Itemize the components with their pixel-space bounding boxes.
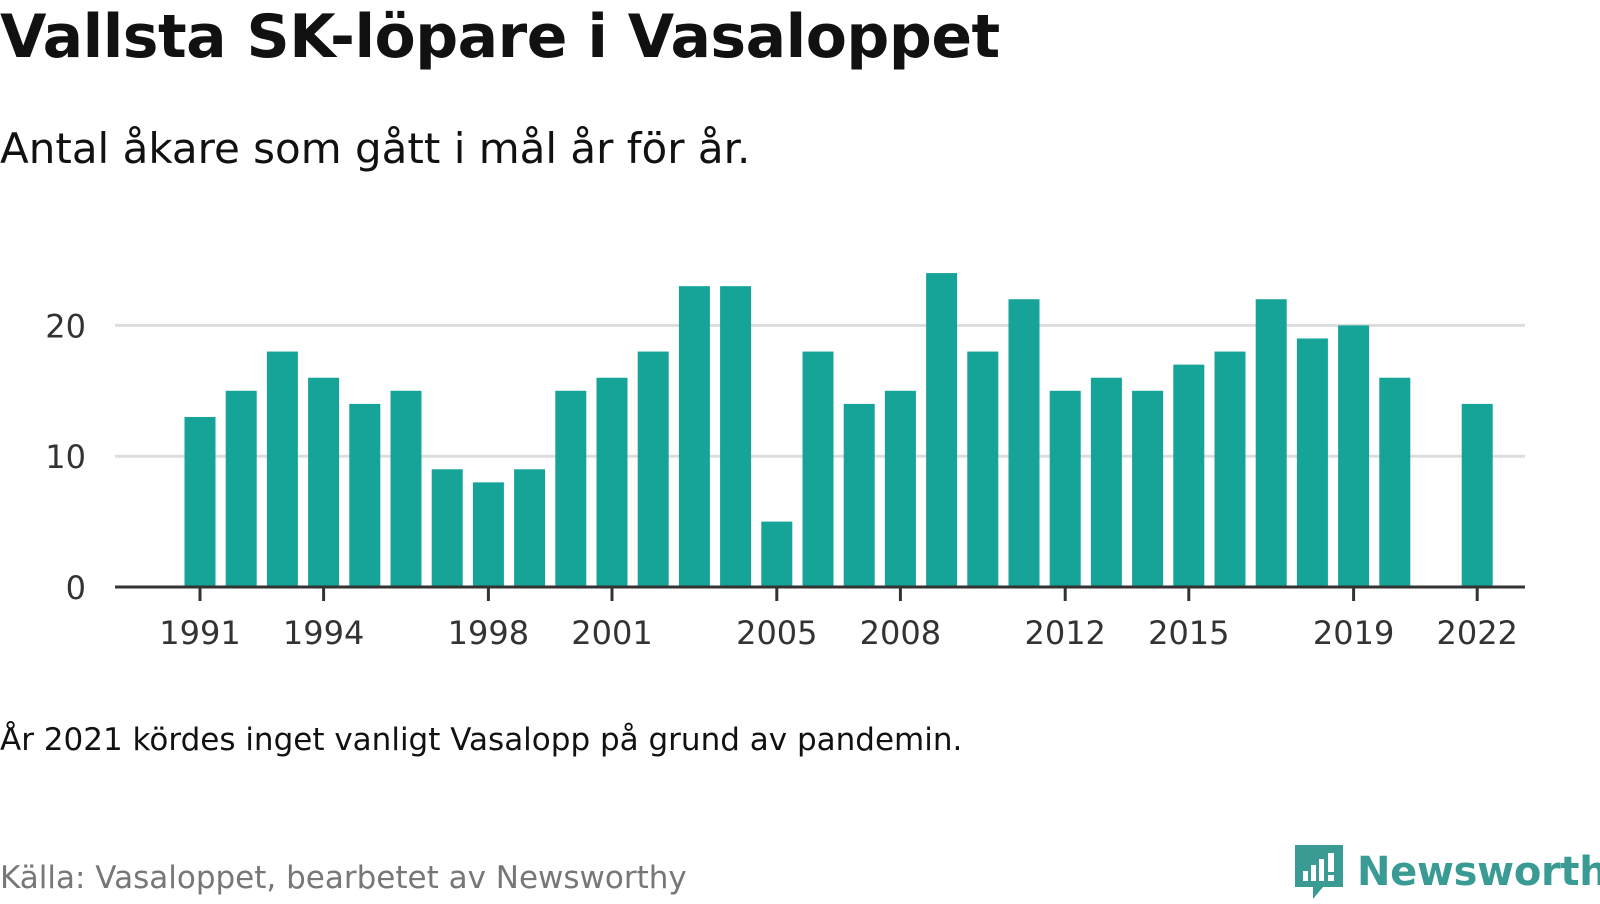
bar-2018 [1296,338,1328,587]
bar-2011 [1008,299,1040,587]
bar-2001 [596,377,628,587]
bar-2013 [1090,377,1122,587]
y-tick-label: 10 [45,438,86,476]
bar-2016 [1214,351,1246,587]
bar-chart: 0 10 20 1991 1994 1998 2001 2005 2008 2012 2015 20… [45,273,1525,652]
x-tick-label: 2012 [1024,614,1105,652]
bar-1996 [390,390,422,587]
bar-2005 [761,521,793,587]
bar-1991 [184,416,216,587]
bar-1999 [514,469,546,587]
bar-2000 [555,390,587,587]
bar-1993 [266,351,298,587]
bar-1998 [472,482,504,587]
brand-logo[interactable]: Newsworthy [1293,840,1600,904]
bar-2012 [1049,390,1081,587]
bar-2006 [802,351,834,587]
bar-1997 [431,469,463,587]
bars [184,273,1493,587]
bar-2008 [884,390,916,587]
bar-1995 [349,403,381,587]
x-tick-label: 1991 [159,614,240,652]
bar-2020 [1379,377,1411,587]
x-tick-label: 2015 [1148,614,1229,652]
bar-2014 [1132,390,1164,587]
source-text: Källa: Vasaloppet, bearbetet av Newswort… [0,860,687,896]
x-tick-label: 1998 [448,614,529,652]
x-tick-label: 1994 [283,614,364,652]
bar-2009 [926,273,958,587]
y-tick-label: 0 [66,569,86,607]
bar-2022 [1461,403,1493,587]
x-tick-label: 2022 [1436,614,1517,652]
bar-1994 [308,377,340,587]
bar-2004 [720,286,752,587]
bar-2007 [843,403,875,587]
x-tick-label: 2001 [571,614,652,652]
bar-1992 [225,390,257,587]
bar-2003 [678,286,710,587]
bar-2019 [1338,325,1370,587]
x-axis-labels: 1991 1994 1998 2001 2005 2008 2012 2015 2019 2022 [159,614,1518,652]
x-tick-label: 2019 [1313,614,1394,652]
newsworthy-logo-icon [1295,845,1343,899]
bar-2010 [967,351,999,587]
x-axis [115,585,1525,601]
bar-2002 [637,351,669,587]
y-tick-label: 20 [45,307,86,345]
chart-subtitle: Antal åkare som gått i mål år för år. [0,124,751,173]
chart-title: Vallsta SK-löpare i Vasaloppet [0,2,1000,72]
x-tick-label: 2005 [736,614,817,652]
y-axis-labels: 0 10 20 [45,307,86,607]
x-tick-label: 2008 [860,614,941,652]
bar-2015 [1173,364,1205,587]
brand-name: Newsworthy [1357,849,1600,895]
bar-2017 [1255,299,1287,587]
chart-note: År 2021 kördes inget vanligt Vasalopp på… [0,722,963,758]
